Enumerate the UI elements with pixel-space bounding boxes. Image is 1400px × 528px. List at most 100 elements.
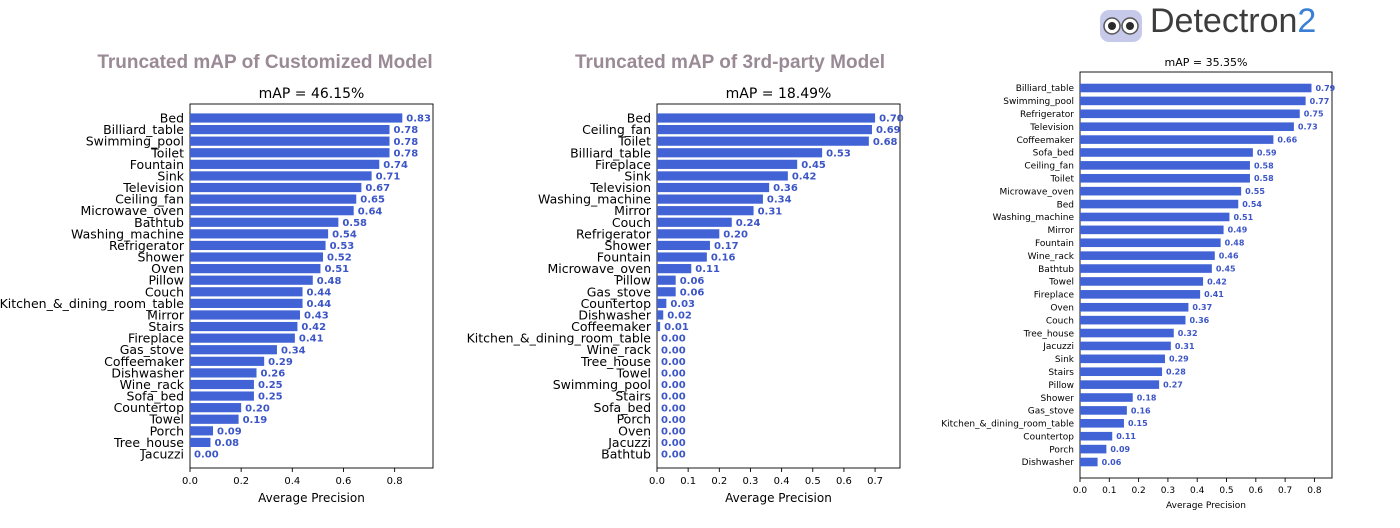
chart-title: mAP = 46.15% (259, 86, 365, 102)
x-tick-label: 0.1 (680, 476, 696, 487)
bar-Coffeemaker (190, 356, 265, 366)
category-label: Sink (1055, 355, 1075, 365)
bar-Coffeemaker (1080, 135, 1274, 144)
category-label: Bed (160, 111, 184, 126)
bar-Porch (1080, 444, 1107, 454)
category-label: Oven (151, 261, 184, 276)
value-label: 0.36 (773, 183, 798, 194)
bar-Fireplace (657, 159, 798, 169)
bar-Shower (190, 252, 324, 262)
left-chart-heading: Truncated mAP of Customized Model (97, 52, 433, 73)
bar-Ceiling_fan (1080, 161, 1250, 170)
value-label: 0.00 (661, 334, 686, 345)
category-label: Dishwasher (1022, 458, 1075, 468)
category-label: Ceiling_fan (582, 122, 651, 137)
value-label: 0.41 (299, 334, 324, 345)
bar-Sink (657, 171, 788, 181)
detectron-logo-icon (1100, 10, 1142, 42)
bar-Ceiling_fan (657, 124, 872, 135)
category-label: Kitchen_&_dining_room_table (0, 296, 184, 311)
category-label: Washing_machine (993, 213, 1075, 223)
bar-Sofa_bed (1080, 148, 1253, 157)
category-label: Billiard_table (570, 145, 651, 160)
value-label: 0.31 (1175, 342, 1195, 351)
x-tick-label: 0.4 (284, 476, 300, 487)
x-tick-label: 0.0 (649, 476, 665, 487)
category-label: Sofa_bed (127, 389, 184, 404)
bar-Washing_machine (1080, 212, 1230, 222)
value-label: 0.59 (1257, 148, 1277, 157)
category-label: Refrigerator (1020, 110, 1074, 120)
bar-Mirror (190, 310, 300, 320)
chart-title: mAP = 35.35% (1164, 56, 1247, 69)
value-label: 0.54 (332, 229, 357, 240)
category-label: Washing_machine (71, 226, 184, 241)
category-label: Ceiling_fan (115, 192, 184, 207)
value-label: 0.44 (307, 287, 332, 298)
category-label: Gas_stove (1028, 407, 1075, 417)
bar-Washing_machine (190, 229, 329, 239)
x-axis-label: Average Precision (1166, 501, 1246, 511)
category-label: Porch (617, 412, 651, 427)
bar-Sink (190, 171, 372, 181)
category-label: Towel (615, 365, 651, 380)
value-label: 0.58 (1254, 174, 1274, 183)
chart-title: mAP = 18.49% (726, 86, 832, 102)
bar-Countertop (190, 403, 242, 413)
bar-Towel (190, 414, 239, 424)
value-label: 0.06 (1102, 458, 1122, 467)
category-label: Refrigerator (576, 226, 652, 241)
value-label: 0.42 (1207, 277, 1227, 286)
x-tick-label: 0.8 (387, 476, 403, 487)
category-label: Oven (618, 423, 651, 438)
bar-Oven (190, 264, 321, 274)
category-label: Towel (148, 412, 184, 427)
value-label: 0.51 (324, 264, 349, 275)
category-label: Bed (627, 111, 651, 126)
x-axis-label: Average Precision (258, 491, 365, 505)
bar-Couch (1080, 315, 1186, 325)
bar-Countertop (1080, 431, 1113, 441)
x-tick-label: 0.8 (1307, 486, 1322, 496)
category-label: Bed (1057, 200, 1074, 210)
bar-Microwave_oven (1080, 186, 1242, 196)
value-label: 0.69 (876, 125, 901, 136)
value-label: 0.29 (268, 357, 293, 368)
category-label: Jacuzzi (140, 447, 184, 462)
x-tick-label: 0.6 (1249, 486, 1264, 496)
value-label: 0.46 (1219, 252, 1239, 261)
category-label: Countertop (114, 400, 185, 415)
value-label: 0.20 (245, 403, 270, 414)
bar-Shower (657, 240, 710, 251)
bar-Ceiling_fan (190, 194, 357, 204)
value-label: 0.25 (258, 392, 283, 403)
category-label: Stairs (148, 319, 184, 334)
bar-Bed (657, 113, 876, 123)
category-label: Wine_rack (587, 342, 652, 357)
category-label: Washing_machine (538, 192, 651, 207)
x-tick-label: 0.5 (1219, 486, 1233, 496)
category-label: Billiard_table (1016, 84, 1075, 94)
bar-Mirror (657, 206, 754, 216)
axes-frame (656, 103, 901, 469)
bar-Billiard_table (190, 124, 390, 135)
bar-Toilet (657, 136, 869, 146)
bar-Coffeemaker (657, 321, 661, 332)
value-label: 0.09 (217, 426, 242, 437)
middle-chart-heading: Truncated mAP of 3rd-party Model (574, 52, 886, 73)
value-label: 0.45 (1216, 264, 1236, 273)
x-tick-label: 0.7 (867, 476, 883, 487)
value-label: 0.58 (1254, 161, 1274, 170)
bar-Dishwasher (190, 368, 257, 378)
value-label: 0.83 (406, 114, 431, 125)
x-tick-label: 0.5 (805, 476, 821, 487)
value-label: 0.78 (394, 148, 419, 159)
bar-Couch (657, 217, 732, 227)
category-label: Wine_rack (120, 377, 185, 392)
bar-Tree_house (190, 437, 211, 448)
x-tick-label: 0.4 (774, 476, 790, 487)
bar-Gas_stove (1080, 406, 1127, 415)
bar-Fountain (657, 252, 707, 262)
value-label: 0.53 (826, 148, 851, 159)
category-label: Sofa_bed (594, 400, 651, 415)
